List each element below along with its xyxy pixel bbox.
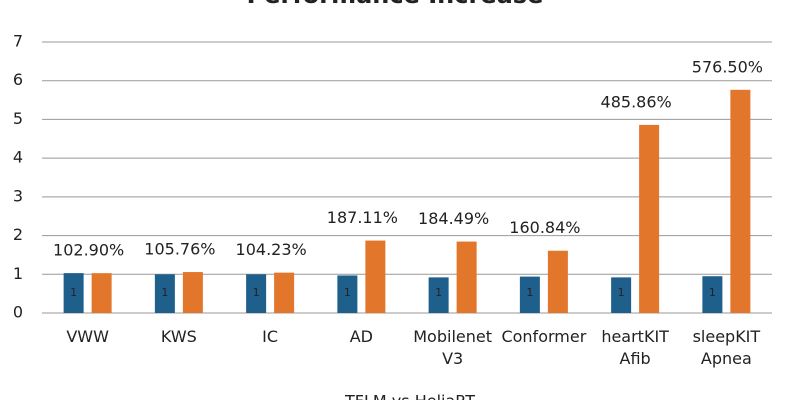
x-axis-label: TFLM vs HeliaRT bbox=[344, 392, 475, 400]
x-tick-label: IC bbox=[262, 327, 279, 346]
y-tick-label: 4 bbox=[13, 148, 23, 167]
bar bbox=[639, 124, 660, 313]
x-tick-label: Mobilenet V3 bbox=[413, 327, 492, 368]
y-tick-label: 1 bbox=[13, 264, 23, 283]
y-tick-label: 7 bbox=[13, 32, 23, 51]
data-label: 160.84% bbox=[509, 218, 580, 237]
data-label: 1 bbox=[70, 286, 77, 299]
bar bbox=[702, 276, 723, 313]
data-label: 1 bbox=[526, 286, 533, 299]
data-label: 104.23% bbox=[236, 240, 307, 259]
data-label: 105.76% bbox=[144, 240, 215, 259]
bar bbox=[91, 273, 112, 313]
data-label: 1 bbox=[618, 286, 625, 299]
data-label: 187.11% bbox=[327, 208, 398, 227]
bar bbox=[63, 273, 84, 313]
data-label: 1 bbox=[161, 286, 168, 299]
x-tick-label: AD bbox=[349, 327, 373, 346]
y-tick-label: 0 bbox=[13, 303, 23, 322]
data-label: 1 bbox=[435, 286, 442, 299]
data-label: 184.49% bbox=[418, 209, 489, 228]
data-label: 1 bbox=[253, 286, 260, 299]
chart-title: Performance Increase bbox=[247, 0, 544, 9]
x-tick-label: VWW bbox=[66, 327, 109, 346]
y-tick-label: 5 bbox=[13, 109, 23, 128]
y-tick-label: 2 bbox=[13, 225, 23, 244]
data-label: 485.86% bbox=[601, 92, 672, 111]
bar bbox=[611, 277, 632, 313]
y-tick-label: 6 bbox=[13, 70, 23, 89]
x-tick-label: heartKIT Afib bbox=[601, 327, 669, 368]
bar bbox=[730, 89, 751, 314]
bar bbox=[182, 272, 203, 313]
data-label: 102.90% bbox=[53, 241, 124, 260]
data-label: 576.50% bbox=[692, 57, 763, 76]
bar bbox=[428, 277, 449, 313]
data-label: 1 bbox=[709, 286, 716, 299]
y-tick-label: 3 bbox=[13, 186, 23, 205]
data-label: 1 bbox=[344, 286, 351, 299]
bar bbox=[519, 276, 540, 313]
x-tick-label: sleepKIT Apnea bbox=[692, 327, 761, 368]
bar bbox=[365, 240, 386, 313]
bar bbox=[246, 274, 267, 313]
bar bbox=[547, 250, 568, 313]
x-tick-label: KWS bbox=[160, 327, 197, 346]
bar bbox=[154, 274, 175, 313]
bar bbox=[274, 272, 295, 313]
bar bbox=[337, 275, 358, 313]
x-tick-label: Conformer bbox=[501, 327, 587, 346]
bar bbox=[456, 241, 477, 313]
